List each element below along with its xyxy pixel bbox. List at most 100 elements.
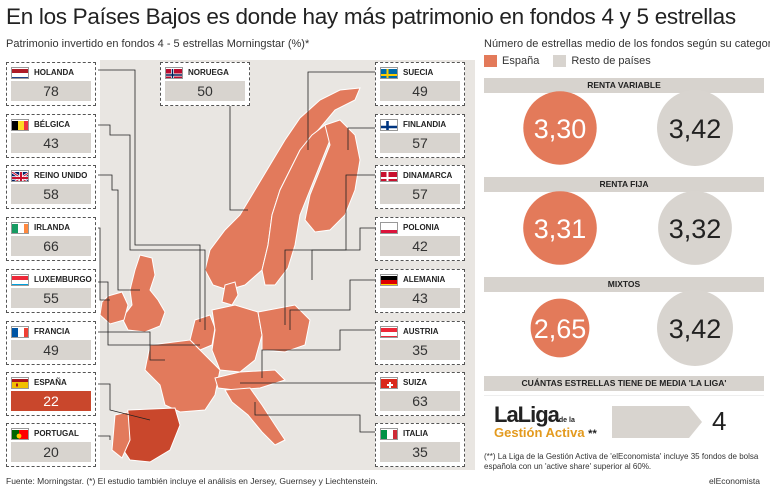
sweden-flag-icon [380,67,398,79]
italy-shape [224,387,286,446]
liga-value: 4 [712,406,727,436]
country-box-netherlands: HOLANDA 78 [6,62,96,106]
country-name: POLONIA [403,223,440,232]
country-box-austria: AUSTRIA 35 [375,321,465,365]
belgium-flag-icon [11,119,29,131]
germany-flag-icon [380,274,398,286]
liga-panel: LaLigade la Gestión Activa ** 4 [484,395,764,448]
country-name: SUECIA [403,68,434,77]
norway-flag-icon [165,67,183,79]
liga-logo-subtitle: Gestión Activa [494,425,585,440]
poland-flag-icon [380,222,398,234]
section-renta-variable: RENTA VARIABLE [484,78,764,93]
country-box-finland: FINLANDIA 57 [375,114,465,158]
france-flag-icon [11,326,29,338]
country-value: 35 [380,442,460,462]
legend-item-spain: España [484,55,539,67]
poland-shape [257,304,311,353]
country-box-denmark: DINAMARCA 57 [375,165,465,209]
denmark-flag-icon [380,170,398,182]
ireland-flag-icon [11,222,29,234]
country-value: 57 [380,184,460,204]
brand: elEconomista [708,476,760,486]
country-box-spain: ESPAÑA 22 [6,372,96,416]
legend-swatch-spain [484,55,497,67]
country-value: 55 [11,288,91,308]
leader-lines [98,69,375,440]
finland-flag-icon [380,119,398,131]
country-name: REINO UNIDO [34,171,88,180]
luxembourg-flag-icon [11,274,29,286]
country-name: BÉLGICA [34,120,70,129]
spain-flag-icon [11,377,29,389]
country-value: 78 [11,81,91,101]
footnote: (**) La Liga de la Gestión Activa de 'el… [484,452,759,471]
country-value: 58 [11,184,91,204]
country-name: PORTUGAL [34,429,79,438]
section-liga: CUÁNTAS ESTRELLAS TIENE DE MEDIA 'LA LIG… [484,376,764,391]
country-name: ESPAÑA [34,378,67,387]
country-name: FINLANDIA [403,120,447,129]
country-value: 43 [11,133,91,153]
left-subtitle: Patrimonio invertido en fondos 4 - 5 est… [6,38,310,50]
right-subtitle: Número de estrellas medio de los fondos … [484,38,770,50]
legend-swatch-rest [553,55,567,67]
country-box-italy: ITALIA 35 [375,423,465,467]
liga-arrow [612,406,702,438]
legend-label-spain: España [502,55,540,67]
germany-shape [211,304,263,373]
country-name: AUSTRIA [403,327,439,336]
country-box-norway: NORUEGA 50 [160,62,250,106]
section-mixtos: MIXTOS [484,277,764,292]
country-name: LUXEMBURGO [34,275,92,284]
country-box-portugal: PORTUGAL 20 [6,423,96,467]
liga-logo-small: de la [558,417,575,424]
uk-shape [121,254,166,333]
alps-shape [214,369,286,391]
liga-arrow-shape [612,406,702,438]
liga-logo-title: LaLiga [494,402,560,427]
country-box-poland: POLONIA 42 [375,217,465,261]
portugal-flag-icon [11,428,29,440]
country-box-ireland: IRLANDA 66 [6,217,96,261]
denmark-shape [221,281,239,306]
country-value: 35 [380,340,460,360]
country-value: 20 [11,442,91,462]
switzerland-flag-icon [380,377,398,389]
portugal-shape [111,411,131,459]
country-value: 49 [11,340,91,360]
france-shape [144,339,221,413]
italy-flag-icon [380,428,398,440]
country-value: 43 [380,288,460,308]
legend-label-rest: Resto de países [571,55,651,67]
liga-logo-asterisks: ** [588,428,597,440]
country-name: SUIZA [403,378,427,387]
country-name: FRANCIA [34,327,70,336]
legend: España Resto de países [484,55,651,67]
country-box-germany: ALEMANIA 43 [375,269,465,313]
country-name: HOLANDA [34,68,74,77]
uk-flag-icon [11,170,29,182]
country-box-uk: REINO UNIDO 58 [6,165,96,209]
country-value: 49 [380,81,460,101]
country-box-switzerland: SUIZA 63 [375,372,465,416]
liga-logo: LaLigade la Gestión Activa ** [494,402,597,440]
country-box-belgium: BÉLGICA 43 [6,114,96,158]
legend-item-rest: Resto de países [553,55,651,67]
country-value: 63 [380,391,460,411]
country-name: IRLANDA [34,223,70,232]
country-name: NORUEGA [188,68,229,77]
netherlands-flag-icon [11,67,29,79]
chart-title: En los Países Bajos es donde hay más pat… [6,4,736,29]
country-value: 66 [11,236,91,256]
country-value: 57 [380,133,460,153]
country-value: 42 [380,236,460,256]
country-name: ITALIA [403,429,429,438]
source-note: Fuente: Morningstar. (*) El estudio tamb… [6,476,378,486]
section-renta-fija: RENTA FIJA [484,177,764,192]
austria-flag-icon [380,326,398,338]
country-name: DINAMARCA [403,171,453,180]
country-value: 22 [11,391,91,411]
country-box-france: FRANCIA 49 [6,321,96,365]
